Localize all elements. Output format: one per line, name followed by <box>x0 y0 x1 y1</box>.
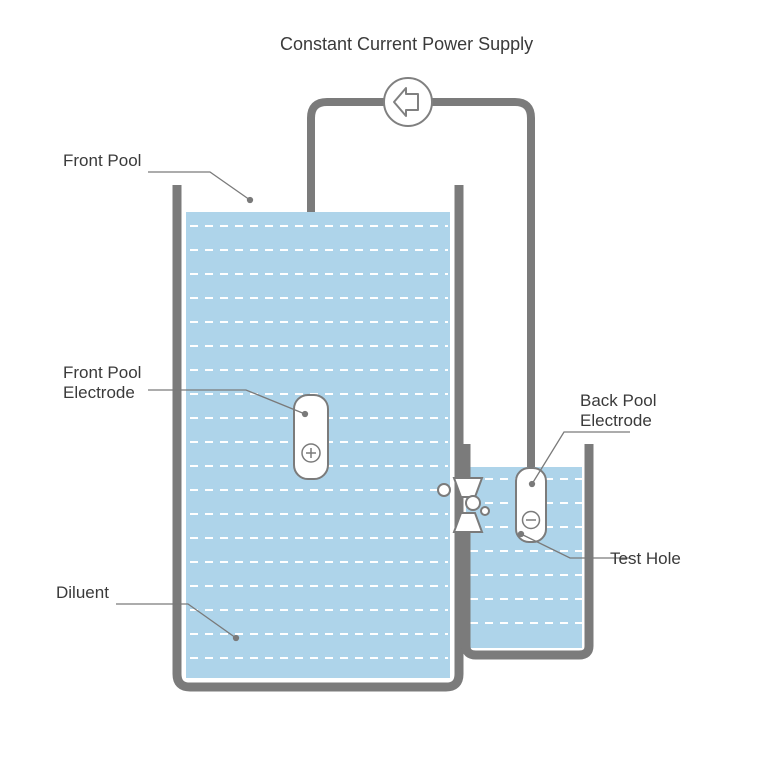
label-test-hole: Test Hole <box>610 549 681 568</box>
label-front-electrode-l1: Front Pool <box>63 363 141 382</box>
label-diluent: Diluent <box>56 583 109 602</box>
label-front-electrode-l2: Electrode <box>63 383 135 402</box>
title: Constant Current Power Supply <box>280 34 533 54</box>
label-front-pool: Front Pool <box>63 151 141 170</box>
front-pool-electrode <box>294 395 328 479</box>
coulter-diagram: Constant Current Power Supply <box>0 0 761 759</box>
label-back-electrode-l2: Electrode <box>580 411 652 430</box>
power-supply-icon <box>384 78 432 126</box>
leader-front-pool <box>148 172 250 200</box>
label-back-electrode-l1: Back Pool <box>580 391 657 410</box>
